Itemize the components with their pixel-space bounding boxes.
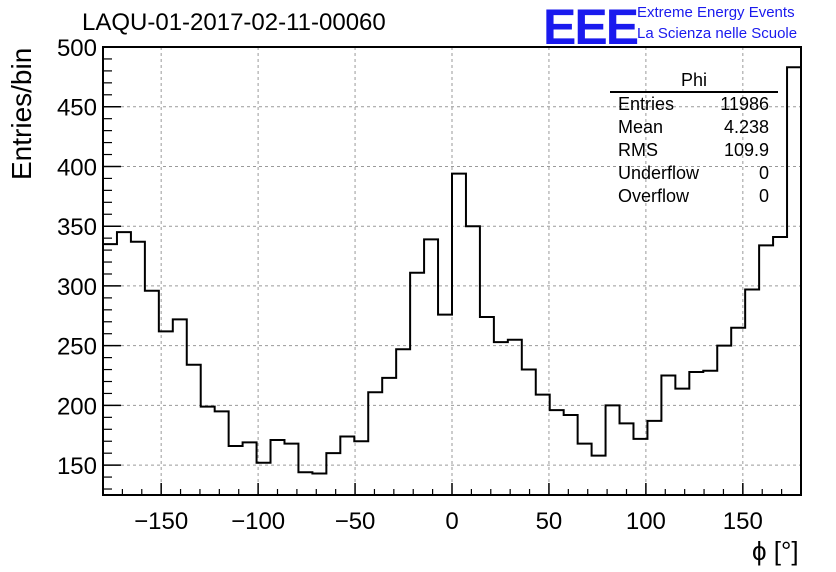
stats-label: Overflow <box>618 186 690 206</box>
stats-title: Phi <box>610 70 778 93</box>
stats-row-underflow: Underflow 0 <box>610 162 778 185</box>
stats-label: Mean <box>618 117 664 137</box>
stats-value: 11986 <box>720 94 769 114</box>
x-axis-label: ϕ [°] <box>752 536 799 566</box>
stats-value: 0 <box>758 186 769 206</box>
y-tick-label: 200 <box>57 393 97 420</box>
stats-row-mean: Mean 4.238 <box>610 116 778 139</box>
stats-label: Entries <box>618 94 675 114</box>
logo-caption-2: La Scienza nelle Scuole <box>637 25 798 42</box>
y-tick-label: 250 <box>57 334 97 361</box>
stats-row-overflow: Overflow 0 <box>610 185 778 208</box>
x-tick-label: −50 <box>335 508 376 535</box>
tick-labels: −150 −100 −50 0 50 100 150 150 200 250 300 350 400 45… <box>57 35 763 535</box>
y-tick-label: 450 <box>57 95 97 122</box>
stats-label: Underflow <box>618 163 700 183</box>
y-tick-label: 300 <box>57 274 97 301</box>
stats-row-entries: Entries 11986 <box>610 93 778 116</box>
x-tick-label: 100 <box>626 508 666 535</box>
stats-box: Phi Entries 11986 Mean 4.238 RMS 109.9 U… <box>610 70 778 208</box>
stats-label: RMS <box>618 140 658 160</box>
stats-value: 4.238 <box>723 117 769 137</box>
x-tick-label: 50 <box>536 508 563 535</box>
histogram-series <box>103 66 801 475</box>
stats-value: 0 <box>758 163 769 183</box>
stats-value: 109.9 <box>723 140 769 160</box>
x-tick-label: 150 <box>723 508 763 535</box>
y-tick-label: 500 <box>57 35 97 62</box>
y-tick-label: 150 <box>57 453 97 480</box>
x-tick-label: −100 <box>231 508 285 535</box>
run-title: LAQU-01-2017-02-11-00060 <box>82 9 386 36</box>
y-tick-label: 400 <box>57 154 97 181</box>
y-tick-label: 350 <box>57 214 97 241</box>
stats-row-rms: RMS 109.9 <box>610 139 778 162</box>
x-tick-label: −150 <box>134 508 188 535</box>
plot-frame <box>102 46 802 496</box>
y-axis-label: Entries/bin <box>6 47 37 180</box>
x-tick-label: 0 <box>445 508 458 535</box>
logo-caption-1: Extreme Energy Events <box>637 4 795 21</box>
eee-logo: EEE <box>543 0 639 55</box>
